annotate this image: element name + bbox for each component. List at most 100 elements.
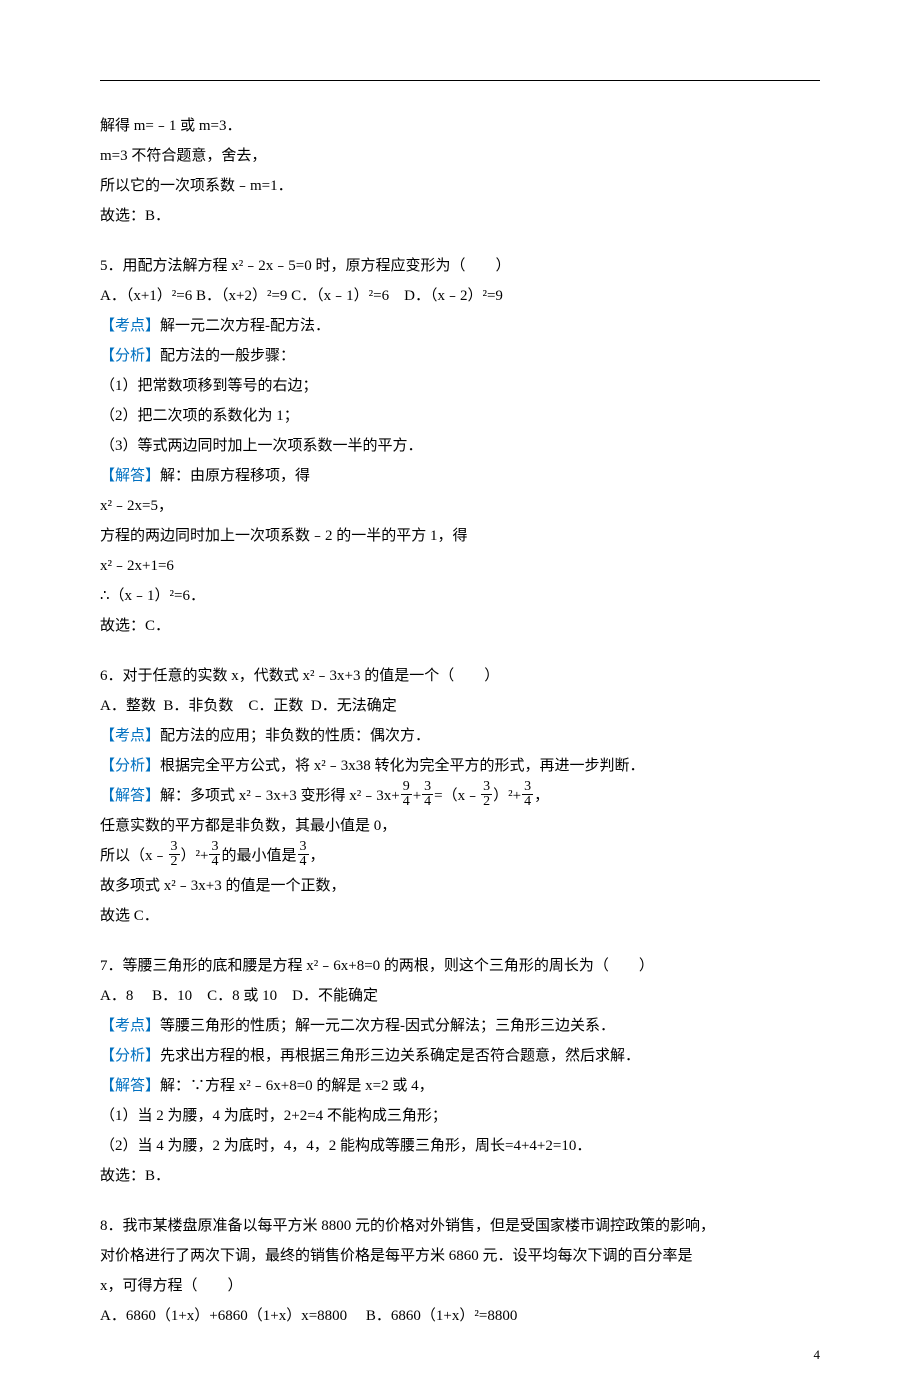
q5-fenxi: 【分析】配方法的一般步骤：	[100, 341, 820, 371]
q5-sol: x²﹣2x=5，	[100, 491, 820, 521]
kaodian-text: 等腰三角形的性质；解一元二次方程-因式分解法；三角形三边关系．	[160, 1018, 615, 1034]
q7-opt-a: A．8	[100, 988, 133, 1004]
fenxi-label: 【分析】	[100, 758, 160, 774]
fenxi-label: 【分析】	[100, 348, 160, 364]
q8-stem: 对价格进行了两次下调，最终的销售价格是每平方米 6860 元．设平均每次下调的百…	[100, 1241, 820, 1271]
frac-den: 4	[522, 795, 533, 809]
q4-line: 解得 m=﹣1 或 m=3．	[100, 111, 820, 141]
q5-opt-d: D．（x﹣2）²=9	[404, 288, 503, 304]
q6-s2-mid2: 的最小值是	[221, 848, 296, 864]
frac-den: 2	[169, 855, 180, 869]
q6-options: A．整数 B．非负数 C．正数 D．无法确定	[100, 691, 820, 721]
q6-sol: 所以（x﹣32）²+34的最小值是34，	[100, 841, 820, 871]
q7-jieda: 【解答】解：∵方程 x²﹣6x+8=0 的解是 x=2 或 4，	[100, 1071, 820, 1101]
q8-opt-a: A．6860（1+x）+6860（1+x）x=8800	[100, 1308, 347, 1324]
fraction-3-2: 32	[481, 780, 492, 809]
q6-sol: 故选 C．	[100, 901, 820, 931]
q5-sol: 方程的两边同时加上一次项系数﹣2 的一半的平方 1，得	[100, 521, 820, 551]
spacer	[100, 641, 820, 661]
frac-den: 4	[422, 795, 433, 809]
fenxi-text: 根据完全平方公式，将 x²﹣3x38 转化为完全平方的形式，再进一步判断．	[160, 758, 645, 774]
frac-den: 4	[298, 855, 309, 869]
spacer	[100, 931, 820, 951]
q7-sol: 故选：B．	[100, 1161, 820, 1191]
q6-stem: 6．对于任意的实数 x，代数式 x²﹣3x+3 的值是一个（ ）	[100, 661, 820, 691]
page-top-rule	[100, 80, 820, 81]
fraction-3-4: 34	[522, 780, 533, 809]
frac-den: 2	[481, 795, 492, 809]
fraction-3-2: 32	[169, 840, 180, 869]
fraction-3-4: 34	[422, 780, 433, 809]
document-page: 解得 m=﹣1 或 m=3． m=3 不符合题意，舍去， 所以它的一次项系数﹣m…	[0, 0, 920, 1391]
jieda-text: 解：由原方程移项，得	[160, 468, 310, 484]
q6-s2-end: ，	[310, 848, 325, 864]
q8-stem: 8．我市某楼盘原准备以每平方米 8800 元的价格对外销售，但是受国家楼市调控政…	[100, 1211, 820, 1241]
frac-num: 3	[522, 780, 533, 795]
q5-step: （2）把二次项的系数化为 1；	[100, 401, 820, 431]
q7-fenxi: 【分析】先求出方程的根，再根据三角形三边关系确定是否符合题意，然后求解．	[100, 1041, 820, 1071]
q6-opt-b: B．非负数	[163, 698, 233, 714]
q5-sol: ∴（x﹣1）²=6．	[100, 581, 820, 611]
q4-line: 故选：B．	[100, 201, 820, 231]
q6-fenxi: 【分析】根据完全平方公式，将 x²﹣3x38 转化为完全平方的形式，再进一步判断…	[100, 751, 820, 781]
jieda-label: 【解答】	[100, 468, 160, 484]
jieda-label: 【解答】	[100, 1078, 160, 1094]
q6-jieda: 【解答】解：多项式 x²﹣3x+3 变形得 x²﹣3x+94+34=（x﹣32）…	[100, 781, 820, 811]
q8-opt-b: B．6860（1+x）²=8800	[366, 1308, 517, 1324]
spacer	[100, 1191, 820, 1211]
q5-options: A．（x+1）²=6 B．（x+2）²=9 C．（x﹣1）²=6 D．（x﹣2）…	[100, 281, 820, 311]
q5-kaodian: 【考点】解一元二次方程-配方法．	[100, 311, 820, 341]
q5-step: （3）等式两边同时加上一次项系数一半的平方．	[100, 431, 820, 461]
q7-options: A．8 B．10 C．8 或 10 D．不能确定	[100, 981, 820, 1011]
frac-den: 4	[401, 795, 412, 809]
fenxi-text: 配方法的一般步骤：	[160, 348, 295, 364]
frac-num: 3	[481, 780, 492, 795]
jieda-text-mid: =（x﹣	[434, 788, 480, 804]
jieda-text-pre: 解：多项式 x²﹣3x+3 变形得 x²﹣3x+	[160, 788, 400, 804]
q6-s2-mid: ）²+	[181, 848, 209, 864]
q6-opt-a: A．整数	[100, 698, 156, 714]
q7-opt-d: D．不能确定	[292, 988, 378, 1004]
q4-line: 所以它的一次项系数﹣m=1．	[100, 171, 820, 201]
kaodian-label: 【考点】	[100, 318, 160, 334]
fenxi-text: 先求出方程的根，再根据三角形三边关系确定是否符合题意，然后求解．	[160, 1048, 640, 1064]
fenxi-label: 【分析】	[100, 1048, 160, 1064]
q4-line: m=3 不符合题意，舍去，	[100, 141, 820, 171]
q6-opt-c: C．正数	[248, 698, 303, 714]
frac-num: 3	[298, 840, 309, 855]
spacer	[100, 231, 820, 251]
jieda-label: 【解答】	[100, 788, 160, 804]
q7-kaodian: 【考点】等腰三角形的性质；解一元二次方程-因式分解法；三角形三边关系．	[100, 1011, 820, 1041]
q5-opt-a: A．（x+1）²=6	[100, 288, 192, 304]
q6-kaodian: 【考点】配方法的应用；非负数的性质：偶次方．	[100, 721, 820, 751]
q7-sol: （1）当 2 为腰，4 为底时，2+2=4 不能构成三角形；	[100, 1101, 820, 1131]
q6-sol: 故多项式 x²﹣3x+3 的值是一个正数，	[100, 871, 820, 901]
kaodian-label: 【考点】	[100, 728, 160, 744]
kaodian-label: 【考点】	[100, 1018, 160, 1034]
q5-step: （1）把常数项移到等号的右边；	[100, 371, 820, 401]
q8-stem: x，可得方程（ ）	[100, 1271, 820, 1301]
kaodian-text: 配方法的应用；非负数的性质：偶次方．	[160, 728, 430, 744]
q8-options: A．6860（1+x）+6860（1+x）x=8800 B．6860（1+x）²…	[100, 1301, 820, 1331]
q5-stem: 5．用配方法解方程 x²﹣2x﹣5=0 时，原方程应变形为（ ）	[100, 251, 820, 281]
q5-sol: x²﹣2x+1=6	[100, 551, 820, 581]
page-number: 4	[814, 1347, 821, 1363]
jieda-text-mid: ）²+	[493, 788, 521, 804]
fraction-9-4: 94	[401, 780, 412, 809]
jieda-text-end: ，	[534, 788, 549, 804]
jieda-text: 解：∵方程 x²﹣6x+8=0 的解是 x=2 或 4，	[160, 1078, 434, 1094]
q5-sol: 故选：C．	[100, 611, 820, 641]
q6-sol: 任意实数的平方都是非负数，其最小值是 0，	[100, 811, 820, 841]
q7-opt-c: C．8 或 10	[207, 988, 277, 1004]
frac-den: 4	[209, 855, 220, 869]
q7-stem: 7．等腰三角形的底和腰是方程 x²﹣6x+8=0 的两根，则这个三角形的周长为（…	[100, 951, 820, 981]
q5-opt-c: C．（x﹣1）²=6	[291, 288, 389, 304]
kaodian-text: 解一元二次方程-配方法．	[160, 318, 330, 334]
jieda-text-mid: +	[413, 788, 421, 804]
q6-s2-pre: 所以（x﹣	[100, 848, 168, 864]
q5-opt-b: B．（x+2）²=9	[196, 288, 287, 304]
q7-opt-b: B．10	[152, 988, 192, 1004]
frac-num: 3	[169, 840, 180, 855]
frac-num: 3	[209, 840, 220, 855]
fraction-3-4: 34	[298, 840, 309, 869]
